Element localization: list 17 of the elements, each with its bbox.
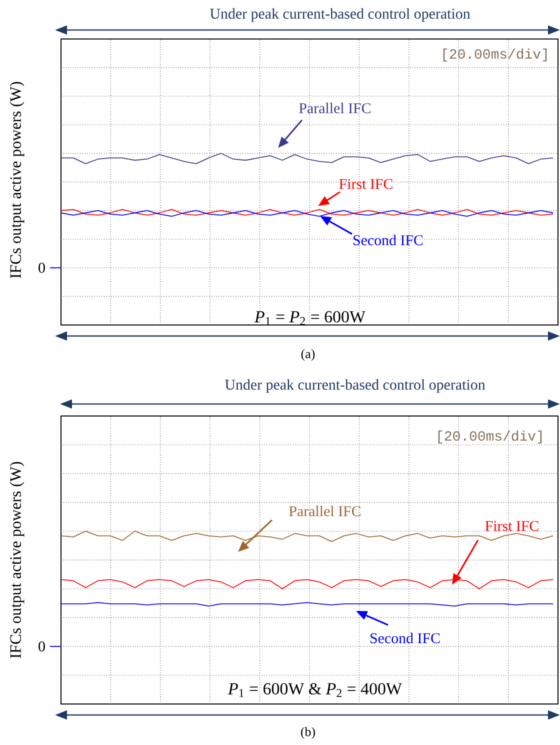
series-label: First IFC bbox=[339, 178, 392, 190]
text: First IFC bbox=[485, 520, 538, 532]
text: [20.00ms/div] bbox=[443, 48, 547, 62]
text: (a) bbox=[301, 349, 315, 361]
y-axis-title: IFCs output active powers (W) bbox=[10, 462, 24, 658]
series-label: Parallel IFC bbox=[289, 506, 360, 516]
legend-label: Second IFC bbox=[370, 632, 440, 644]
text: [20.00ms/div] bbox=[438, 430, 542, 444]
legend-label: Second IFC bbox=[354, 234, 423, 246]
chart-title: Under peak current-based control operation bbox=[210, 8, 470, 22]
text: 0 bbox=[38, 641, 45, 652]
chart-title: Under peak current-based control operation bbox=[225, 379, 486, 393]
text: 0 bbox=[38, 262, 45, 273]
text: P$_{1}$ = 600W & P$_{2}$ = 400W bbox=[228, 683, 402, 697]
y-axis-title: IFCs output active powers (W) bbox=[10, 82, 24, 278]
text: Parallel IFC bbox=[299, 102, 370, 114]
text: (b) bbox=[301, 727, 315, 739]
